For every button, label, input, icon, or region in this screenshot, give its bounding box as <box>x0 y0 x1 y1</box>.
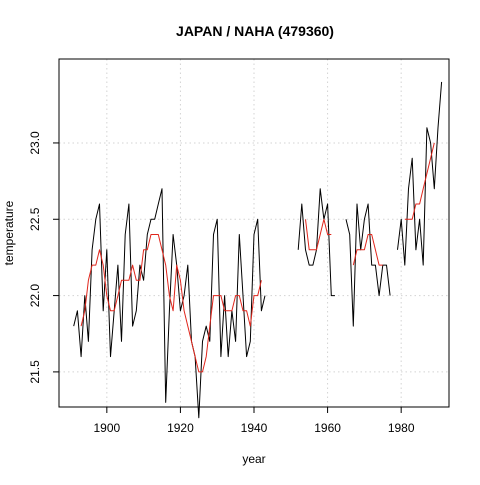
x-tick-label: 1900 <box>93 421 120 435</box>
y-tick-label: 21.5 <box>28 360 42 384</box>
x-axis-label: year <box>242 452 265 466</box>
series-line-smoothed <box>80 142 435 373</box>
series-line-raw <box>73 81 443 419</box>
series-raw <box>73 81 443 419</box>
series-group <box>73 81 443 419</box>
y-tick-label: 23.0 <box>28 131 42 155</box>
x-tick-label: 1920 <box>167 421 194 435</box>
y-axis: 21.5 22.0 22.5 23.0 <box>28 131 59 384</box>
chart-title: JAPAN / NAHA (479360) <box>176 23 334 39</box>
y-axis-label: temperature <box>2 200 16 265</box>
y-tick-label: 22.0 <box>28 284 42 308</box>
x-axis: 1900 1920 1940 1960 1980 <box>93 407 415 435</box>
y-tick-label: 22.5 <box>28 207 42 231</box>
x-tick-label: 1960 <box>314 421 341 435</box>
series-smoothed <box>80 142 435 373</box>
x-tick-label: 1940 <box>241 421 268 435</box>
x-tick-label: 1980 <box>388 421 415 435</box>
